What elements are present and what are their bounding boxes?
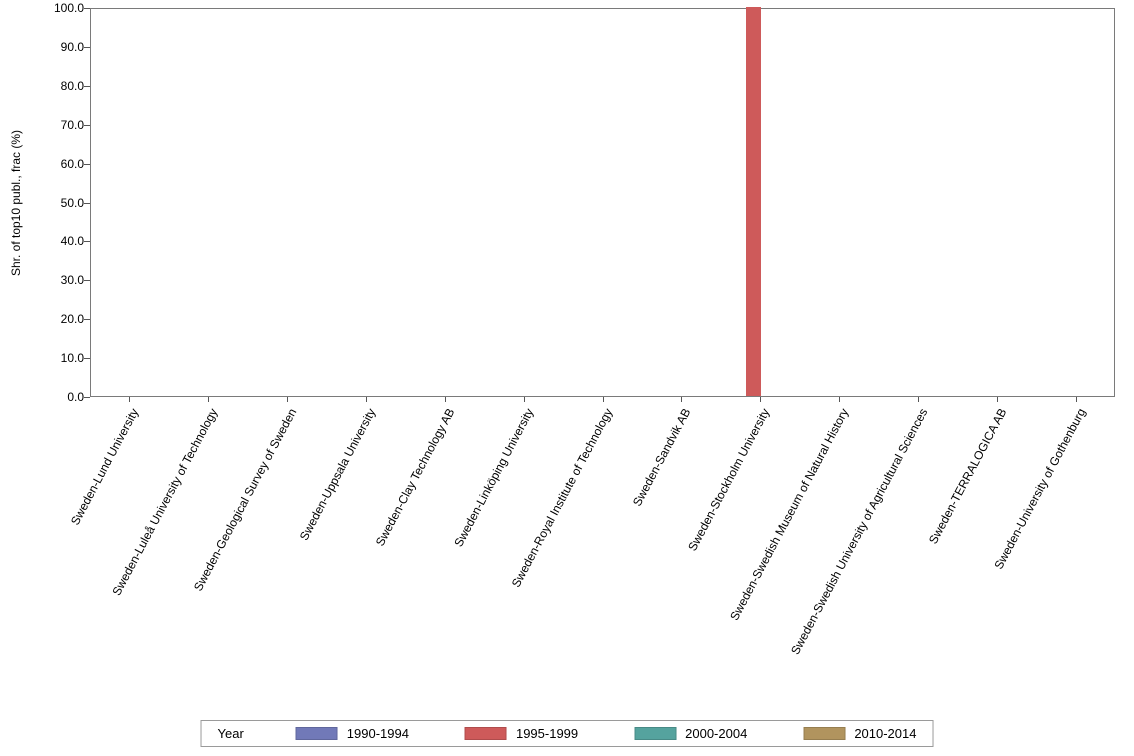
legend-swatch (464, 727, 507, 740)
y-tick-label: 40.0 (60, 234, 84, 249)
y-tick-label: 70.0 (60, 117, 84, 132)
y-tick-mark (84, 46, 90, 48)
x-tick-mark (287, 397, 289, 402)
plot-area (90, 7, 1115, 397)
y-tick-label: 90.0 (60, 39, 84, 54)
x-category-label: Sweden-Luleå University of Technology (109, 406, 221, 598)
x-category-label: Sweden-Swedish University of Agricultura… (787, 406, 931, 657)
legend-items: 1990-1994 1995-1999 2000-2004 2010-2014 (295, 726, 916, 741)
x-category-label: Sweden-Clay Technology AB (372, 406, 458, 549)
x-tick-mark (917, 397, 919, 402)
x-tick-mark (1075, 397, 1077, 402)
y-axis-title: Shr. of top10 publ., frac (%) (9, 129, 24, 276)
x-category-label: Sweden-Royal Institute of Technology (508, 406, 615, 590)
x-category-label: Sweden-Linköping University (450, 406, 537, 550)
legend-item-label: 2010-2014 (854, 726, 917, 741)
legend-item: 1990-1994 (295, 726, 409, 741)
x-tick-mark (365, 397, 367, 402)
x-category-label: Sweden-Sandvik AB (630, 406, 694, 509)
y-tick-label: 60.0 (60, 156, 84, 171)
legend-swatch (803, 727, 846, 740)
y-tick-mark (84, 202, 90, 204)
bar (746, 7, 762, 396)
x-category-label: Sweden-Geological Survey of Sweden (190, 406, 300, 594)
legend: Year 1990-1994 1995-1999 2000-2004 2010-201… (200, 720, 934, 747)
y-axis-title-wrap: Shr. of top10 publ., frac (%) (0, 8, 32, 397)
y-tick-label: 20.0 (60, 312, 84, 327)
x-category-label: Sweden-Stockholm University (685, 406, 773, 554)
legend-item: 2010-2014 (803, 726, 916, 741)
x-tick-mark (523, 397, 525, 402)
y-tick-label: 50.0 (60, 195, 84, 210)
x-tick-mark (444, 397, 446, 402)
y-tick-mark (84, 241, 90, 243)
y-tick-mark (84, 397, 90, 398)
x-tick-mark (760, 397, 762, 402)
legend-item-label: 1995-1999 (515, 726, 579, 741)
y-tick-mark (84, 124, 90, 126)
y-tick-mark (84, 319, 90, 321)
legend-title: Year (217, 726, 244, 741)
y-tick-mark (84, 280, 90, 282)
y-tick-label: 100.0 (53, 1, 84, 15)
legend-item: 1995-1999 (464, 726, 579, 741)
y-tick-label: 0.0 (67, 390, 84, 404)
x-tick-mark (208, 397, 210, 402)
legend-swatch (634, 727, 677, 740)
x-tick-mark (602, 397, 604, 402)
x-category-label: Sweden-Uppsala University (296, 406, 379, 543)
x-category-label: Sweden-Swedish Museum of Natural History (727, 406, 852, 623)
x-tick-mark (681, 397, 683, 402)
y-tick-mark (84, 85, 90, 87)
x-category-label: Sweden-TERRALOGICA AB (925, 406, 1010, 547)
y-tick-mark (84, 163, 90, 165)
y-tick-mark (84, 358, 90, 360)
y-tick-mark (84, 8, 90, 9)
legend-swatch (295, 727, 338, 740)
x-tick-mark (839, 397, 841, 402)
y-tick-label: 80.0 (60, 78, 84, 93)
x-tick-mark (129, 397, 131, 402)
x-tick-mark (996, 397, 998, 402)
y-tick-label: 30.0 (60, 273, 84, 288)
legend-item-label: 1990-1994 (346, 726, 409, 741)
x-category-label: Sweden-University of Gothenburg (991, 406, 1088, 572)
legend-item: 2000-2004 (634, 726, 747, 741)
y-tick-label: 10.0 (60, 351, 84, 366)
legend-item-label: 2000-2004 (685, 726, 748, 741)
